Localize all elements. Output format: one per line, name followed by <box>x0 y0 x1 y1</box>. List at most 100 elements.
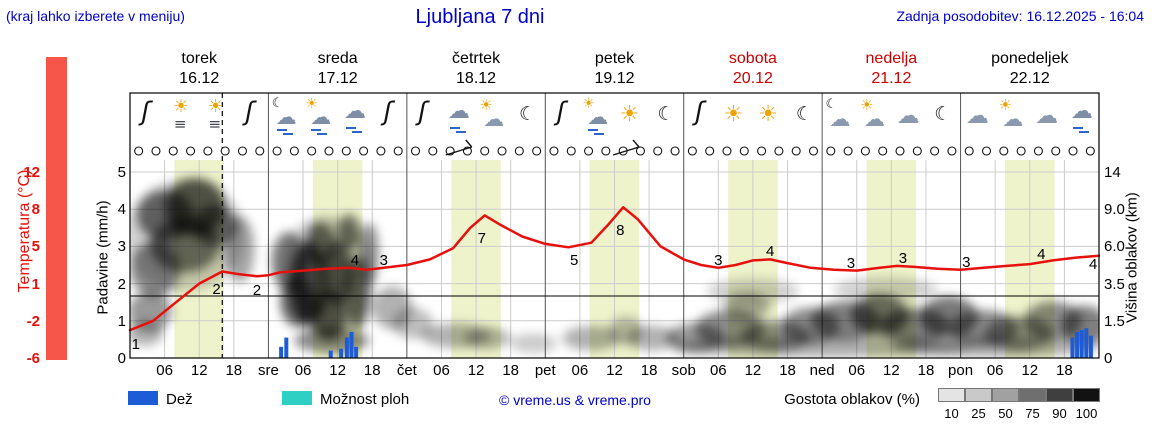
rain-sun-icon: ☀ ☁ <box>303 95 337 137</box>
rain-legend-label: Dež <box>166 391 193 408</box>
day-abbrev-label: pet <box>534 362 556 379</box>
moon-icon: ☾ <box>518 103 537 125</box>
cloud-moon-icon: ☾ ☁ <box>825 97 851 131</box>
precip-tick-label: 1 <box>117 312 126 330</box>
temp-point-label: 3 <box>714 251 723 269</box>
wind-icon: ʃ <box>556 97 566 127</box>
moon-icon: ☾ <box>795 103 813 125</box>
day-name: četrtek <box>452 50 501 67</box>
rain-icon: ☁ <box>1065 95 1099 137</box>
cloud-tick-label: 6.0 <box>1104 238 1125 256</box>
day-date: 18.12 <box>456 70 497 87</box>
temp-point-label: 7 <box>477 229 486 247</box>
grayscale-value: 90 <box>1052 406 1067 421</box>
day-abbrev-label: sre <box>258 362 279 379</box>
day-name: ponedeljek <box>991 50 1069 67</box>
day-abbrev-label: ned <box>809 362 835 379</box>
location-hint: (kraj lahko izberete v meniju) <box>6 8 185 24</box>
cloud-tick-label: 1.5 <box>1104 312 1125 330</box>
day-abbrev-label: sob <box>671 362 696 379</box>
temp-tick-label: -6 <box>26 350 40 367</box>
temp-point-label: 3 <box>846 255 856 273</box>
temp-point-label: 4 <box>1089 256 1098 274</box>
last-update-label: Zadnja posodobitev: 16.12.2025 - 16:04 <box>896 8 1144 24</box>
fog-sun-icon: ☀ ≡ <box>172 96 190 133</box>
chart-frame <box>129 92 1100 359</box>
grayscale-value: 10 <box>944 406 959 421</box>
day-name: nedelja <box>865 50 918 67</box>
temp-point-label: 3 <box>379 251 388 269</box>
wind-icon: ʃ <box>383 97 393 127</box>
temp-tick-label: 12 <box>23 164 40 181</box>
precip-tick-label: 4 <box>117 201 126 219</box>
rain-icon: ☁ <box>442 95 476 137</box>
grayscale-value: 25 <box>971 406 986 421</box>
hour-label: 12 <box>329 362 346 379</box>
hour-label: 06 <box>156 362 173 379</box>
temp-tick-label: 5 <box>31 238 40 256</box>
day-date: 16.12 <box>179 70 220 87</box>
grayscale-cell <box>938 388 965 402</box>
precip-tick-label: 0 <box>117 350 126 367</box>
temp-point-label: 4 <box>350 252 360 270</box>
day-abbrev-label: čet <box>396 362 417 379</box>
rain-sun-icon: ☀ ☁ <box>580 95 614 137</box>
temp-point-label: 1 <box>131 335 140 353</box>
hour-label: 12 <box>190 362 208 379</box>
hour-label: 12 <box>744 362 762 379</box>
grayscale-value: 50 <box>998 406 1013 421</box>
day-date: 21.12 <box>871 70 912 87</box>
hour-label: 06 <box>848 362 866 379</box>
sun-icon: ☀ <box>619 102 640 127</box>
day-name: torek <box>181 50 217 67</box>
temp-point-label: 4 <box>1037 246 1046 264</box>
grayscale-cell <box>992 388 1019 402</box>
hour-label: 18 <box>502 362 520 379</box>
temp-point-label: 8 <box>616 222 625 240</box>
wind-icon: ʃ <box>245 97 254 127</box>
temp-point-label: 3 <box>898 250 908 268</box>
grayscale-cell <box>1046 388 1073 402</box>
wind-icon: ʃ <box>418 97 427 127</box>
partly-icon: ☀ ☁ <box>860 96 886 131</box>
hour-label: 18 <box>640 362 658 379</box>
cloud-cover-symbols <box>134 139 1095 156</box>
temp-point-label: 5 <box>569 252 579 270</box>
hour-label: 06 <box>709 362 727 379</box>
cloud-tick-label: 9.0 <box>1104 201 1125 219</box>
temp-point-label: 2 <box>252 282 262 300</box>
wind-icon: ʃ <box>695 97 704 127</box>
day-date: 19.12 <box>594 70 635 87</box>
temp-point-label: 2 <box>212 280 221 298</box>
sun-icon: ☀ <box>723 102 744 127</box>
rain-moon-icon: ☾ ☁ <box>269 95 303 137</box>
cloud-shading <box>130 177 1099 357</box>
sun-icon: ☀ <box>758 102 778 127</box>
cloud-icon: ☁ <box>896 103 920 129</box>
grayscale-cell <box>1019 388 1046 402</box>
hour-label: 12 <box>883 362 900 379</box>
fog-sun-icon: ☀ ≡ <box>207 96 224 133</box>
credit-link[interactable]: © vreme.us & vreme.pro <box>499 392 651 408</box>
temp-tick-label: 1 <box>31 275 40 293</box>
day-name: petek <box>594 50 635 67</box>
showers-swatch <box>282 391 312 405</box>
moon-icon: ☾ <box>657 103 675 125</box>
hour-label: 06 <box>571 362 589 379</box>
temperature-color-strip <box>46 57 67 360</box>
hour-label: 18 <box>225 362 243 379</box>
partly-icon: ☀ ☁ <box>479 96 505 131</box>
wind-icon: ʃ <box>141 97 151 127</box>
cloud-density-legend-label: Gostota oblakov (%) <box>784 391 920 408</box>
partly-icon: ☀ ☁ <box>998 96 1024 131</box>
precip-tick-label: 3 <box>117 238 126 256</box>
cloud-icon: ☁ <box>965 103 989 129</box>
hour-label: 12 <box>606 362 623 379</box>
cloud-tick-label: 0 <box>1104 350 1113 367</box>
day-name: sreda <box>317 50 358 67</box>
temp-point-label: 3 <box>962 254 971 272</box>
hour-label: 06 <box>986 362 1004 379</box>
hour-label: 12 <box>1021 362 1039 379</box>
